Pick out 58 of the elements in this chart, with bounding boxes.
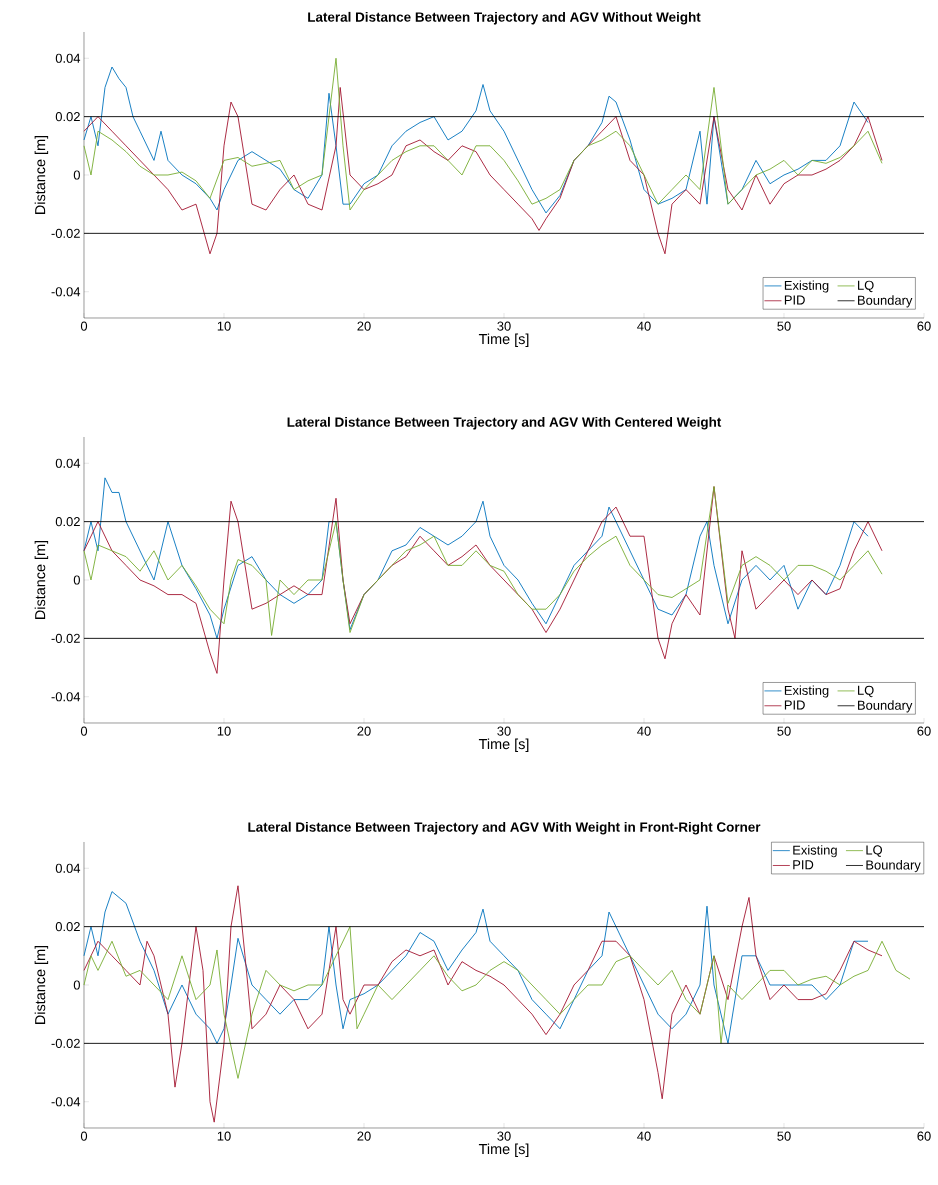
chart-title: Lateral Distance Between Trajectory and AGV With Weight in Front-Right Corner xyxy=(248,821,761,835)
legend-label: Boundary xyxy=(858,700,913,713)
y-tick-label: 0.04 xyxy=(55,863,81,873)
x-tick-label: 10 xyxy=(217,321,231,331)
y-tick-label: -0.04 xyxy=(51,287,81,297)
legend-label: LQ xyxy=(866,845,883,857)
x-tick-label: 60 xyxy=(917,1131,931,1141)
legend-label: LQ xyxy=(858,685,874,698)
x-tick-label: 20 xyxy=(357,1131,371,1141)
y-tick-label: -0.04 xyxy=(51,1097,81,1107)
y-tick-label: 0.04 xyxy=(55,53,81,63)
y-tick-label: 0 xyxy=(73,575,80,585)
legend-label: Boundary xyxy=(866,860,921,873)
x-tick-label: 20 xyxy=(357,726,371,736)
chart-title: Lateral Distance Between Trajectory and AGV Without Weight xyxy=(308,11,701,25)
y-tick-label: -0.02 xyxy=(51,228,80,238)
x-tick-label: 40 xyxy=(637,1131,651,1141)
x-axis-title: Time [s] xyxy=(478,738,529,752)
x-axis-title: Time [s] xyxy=(478,333,529,347)
y-tick-label: -0.02 xyxy=(51,1038,80,1048)
legend-label: LQ xyxy=(858,280,874,293)
x-tick-label: 30 xyxy=(497,1131,511,1141)
y-tick-label: -0.04 xyxy=(51,692,81,702)
legend-label: PID xyxy=(784,700,805,710)
x-tick-label: 50 xyxy=(777,1131,791,1141)
y-axis-title: Distance [m] xyxy=(34,135,49,214)
legend-label: PID xyxy=(793,860,814,870)
y-tick-label: 0.02 xyxy=(55,112,80,122)
x-tick-label: 30 xyxy=(497,321,511,331)
x-tick-label: 0 xyxy=(80,1131,88,1141)
legend-label: Boundary xyxy=(858,295,913,308)
y-tick-label: -0.02 xyxy=(51,633,80,643)
legend-label: PID xyxy=(784,295,805,305)
x-tick-label: 50 xyxy=(777,321,791,331)
chart-title: Lateral Distance Between Trajectory and AGV With Centered Weight xyxy=(287,416,722,430)
y-axis-title: Distance [m] xyxy=(34,945,49,1024)
x-tick-label: 60 xyxy=(917,321,931,331)
legend-label: Existing xyxy=(784,280,829,293)
y-tick-label: 0.02 xyxy=(55,517,80,527)
line-series xyxy=(83,885,883,1123)
x-axis-title: Time [s] xyxy=(478,1143,529,1157)
x-tick-label: 40 xyxy=(637,321,651,331)
x-tick-label: 0 xyxy=(80,726,88,736)
x-tick-label: 0 xyxy=(80,321,88,331)
x-tick-label: 40 xyxy=(637,726,651,736)
x-tick-label: 50 xyxy=(777,726,791,736)
x-tick-label: 60 xyxy=(917,726,931,736)
y-tick-label: 0 xyxy=(73,980,80,990)
x-tick-label: 10 xyxy=(217,1131,231,1141)
x-tick-label: 10 xyxy=(217,726,231,736)
y-tick-label: 0.04 xyxy=(55,458,81,468)
legend-label: Existing xyxy=(793,845,837,858)
y-tick-label: 0.02 xyxy=(55,922,80,932)
x-tick-label: 30 xyxy=(497,726,511,736)
y-axis-title: Distance [m] xyxy=(34,540,49,619)
y-tick-label: 0 xyxy=(73,170,80,180)
x-tick-label: 20 xyxy=(357,321,371,331)
legend-label: Existing xyxy=(784,685,829,698)
